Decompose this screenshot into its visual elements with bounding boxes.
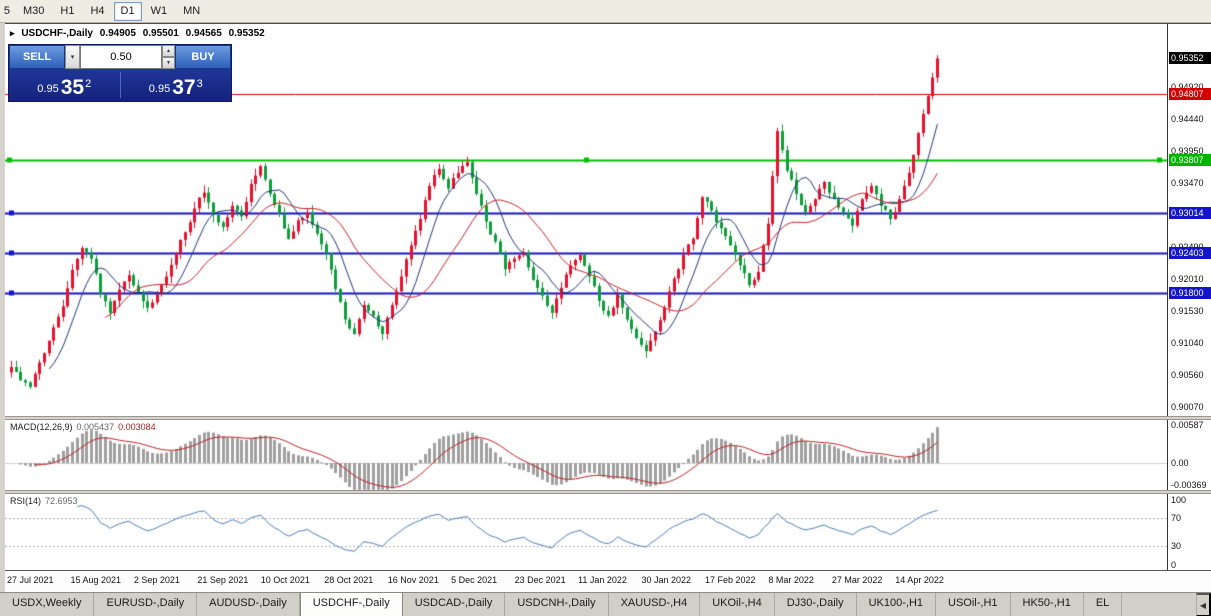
tab-scroll-left-button[interactable]: ◀: [1196, 593, 1211, 616]
sell-price-big: 35: [60, 76, 85, 99]
buy-price-big: 37: [172, 76, 196, 99]
price-axis-tick: 0.91530: [1171, 305, 1204, 316]
timeframe-button-mn[interactable]: MN: [176, 2, 207, 21]
tab-usdchf-daily[interactable]: USDCHF-,Daily: [299, 593, 403, 616]
price-line-tag: 0.92403: [1169, 247, 1211, 260]
chart-symbol-title: USDCHF-,Daily: [21, 28, 93, 39]
sell-price-prefix: 0.95: [37, 83, 59, 95]
price-axis-tick: 0.94920: [1171, 81, 1204, 92]
rsi-axis-tick: 100: [1171, 495, 1187, 505]
price-line-tag: 0.93014: [1169, 206, 1211, 219]
volume-decrease-button[interactable]: ▼: [162, 57, 175, 69]
tab-ukoil-h4[interactable]: UKOil-,H4: [700, 593, 775, 616]
sell-price-sup: 2: [85, 78, 92, 90]
date-axis-label: 15 Aug 2021: [70, 575, 121, 585]
macd-axis-tick: 0.00: [1171, 458, 1189, 469]
timeframe-button-m30[interactable]: M30: [16, 2, 51, 21]
price-axis: 0.949200.944400.939500.934700.929800.924…: [1167, 24, 1211, 570]
buy-price-sup: 3: [196, 78, 203, 90]
price-axis-tick: 0.93950: [1171, 145, 1204, 156]
tab-xauusd-h4[interactable]: XAUUSD-,H4: [609, 593, 701, 616]
chart-tab-bar: USDX,Weekly EURUSD-,Daily AUDUSD-,Daily USD…: [0, 592, 1211, 616]
timeframe-button-5[interactable]: 5: [1, 2, 14, 21]
timeframe-button-w1[interactable]: W1: [144, 2, 175, 21]
date-axis-label: 28 Oct 2021: [324, 575, 374, 585]
date-axis: 27 Jul 2021 15 Aug 2021 2 Sep 2021 21 Sep 2…: [5, 570, 1211, 592]
ohlc-open: 0.94905: [99, 28, 136, 39]
date-axis-label: 23 Dec 2021: [514, 575, 566, 585]
date-axis-label: 2 Sep 2021: [133, 575, 180, 585]
buy-button[interactable]: BUY: [175, 45, 231, 69]
rsi-indicator-label: RSI(14) 72.6953: [10, 496, 78, 506]
tab-usdx-weekly[interactable]: USDX,Weekly: [0, 593, 95, 616]
timeframe-button-d1[interactable]: D1: [113, 1, 142, 21]
rsi-axis-tick: 70: [1171, 513, 1182, 523]
sell-button[interactable]: SELL: [9, 45, 65, 69]
price-line-tag: 0.94807: [1169, 88, 1211, 101]
date-axis-label: 14 Apr 2022: [895, 575, 944, 585]
volume-control: ▾ ▲ ▼: [65, 45, 175, 69]
macd-axis-tick: 0.00587: [1171, 420, 1204, 430]
tab-uk100-h1[interactable]: UK100-,H1: [857, 593, 937, 616]
rsi-axis-tick: 0: [1171, 560, 1177, 570]
buy-price-display[interactable]: 0.95 37 3: [121, 69, 232, 101]
tab-usdcad-daily[interactable]: USDCAD-,Daily: [403, 593, 506, 616]
price-line-tag: 0.93807: [1169, 154, 1211, 167]
price-chart-canvas[interactable]: [5, 24, 1167, 570]
macd-indicator-label: MACD(12,26,9) 0.005437 0.003084: [10, 422, 156, 432]
chart-window: ▸ USDCHF-,Daily 0.94905 0.95501 0.94565 …: [5, 23, 1211, 592]
macd-axis-tick: -0.00369: [1171, 480, 1207, 490]
date-axis-label: 8 Mar 2022: [768, 575, 814, 585]
tab-usoil-h1[interactable]: USOil-,H1: [936, 593, 1011, 616]
price-axis-tick: 0.90560: [1171, 370, 1204, 381]
date-axis-label: 30 Jan 2022: [641, 575, 692, 585]
date-axis-label: 11 Jan 2022: [578, 575, 627, 585]
sell-price-display[interactable]: 0.95 35 2: [9, 69, 120, 101]
ohlc-low: 0.94565: [185, 28, 222, 39]
price-axis-tick: 0.91040: [1171, 338, 1204, 349]
timeframe-button-h1[interactable]: H1: [53, 2, 81, 21]
chart-ohlc-header: ▸ USDCHF-,Daily 0.94905 0.95501 0.94565 …: [10, 28, 269, 39]
timeframe-toolbar: 5 M30 H1 H4 D1 W1 MN: [0, 0, 1211, 23]
ohlc-high: 0.95501: [142, 28, 179, 39]
rsi-axis-tick: 30: [1171, 541, 1182, 551]
tab-dj30-daily[interactable]: DJ30-,Daily: [775, 593, 857, 616]
tab-el[interactable]: EL: [1084, 593, 1123, 616]
date-axis-label: 16 Nov 2021: [387, 575, 439, 585]
price-axis-tick: 0.94440: [1171, 113, 1204, 124]
ohlc-close: 0.95352: [228, 28, 265, 39]
date-axis-label: 17 Feb 2022: [704, 575, 756, 585]
pane-separator-macd[interactable]: [5, 416, 1211, 420]
volume-dropdown-button[interactable]: ▾: [65, 45, 80, 69]
date-axis-label: 27 Jul 2021: [7, 575, 54, 585]
tab-eurusd-daily[interactable]: EURUSD-,Daily: [94, 593, 198, 616]
timeframe-button-h4[interactable]: H4: [83, 2, 111, 21]
date-axis-label: 27 Mar 2022: [831, 575, 883, 585]
price-axis-tick: 0.93470: [1171, 177, 1204, 188]
pane-separator-rsi[interactable]: [5, 490, 1211, 494]
price-divider: [119, 72, 121, 98]
date-axis-label: 10 Oct 2021: [260, 575, 310, 585]
buy-price-prefix: 0.95: [148, 83, 171, 95]
price-axis-tick: 0.92010: [1171, 274, 1204, 285]
date-axis-label: 5 Dec 2021: [451, 575, 498, 585]
volume-increase-button[interactable]: ▲: [162, 45, 175, 57]
volume-input[interactable]: [80, 45, 162, 69]
collapse-arrow-icon[interactable]: ▸: [10, 28, 15, 38]
price-axis-tick: 0.90070: [1171, 402, 1204, 413]
tab-usdcnh-daily[interactable]: USDCNH-,Daily: [505, 593, 609, 616]
date-axis-label: 21 Sep 2021: [197, 575, 249, 585]
price-line-tag: 0.91800: [1169, 287, 1211, 300]
last-price-tag: 0.95352: [1169, 52, 1211, 65]
tab-hk50-h1[interactable]: HK50-,H1: [1011, 593, 1084, 616]
one-click-trading-panel: SELL ▾ ▲ ▼ BUY 0.95 35 2 0.95 37 3: [8, 44, 232, 102]
tab-audusd-daily[interactable]: AUDUSD-,Daily: [197, 593, 300, 616]
